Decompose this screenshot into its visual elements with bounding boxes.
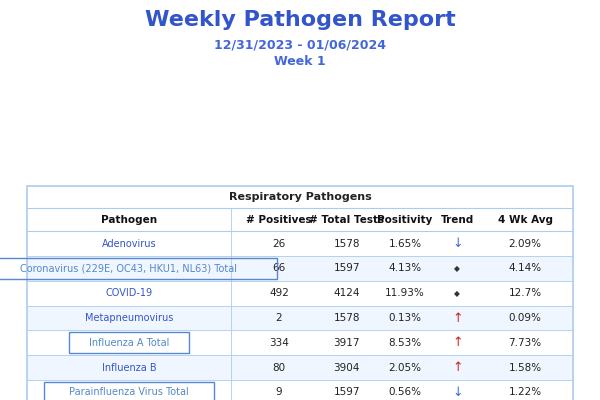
Text: 11.93%: 11.93% xyxy=(385,288,425,298)
Text: 26: 26 xyxy=(272,238,286,248)
Text: 1597: 1597 xyxy=(334,263,360,274)
Text: 3904: 3904 xyxy=(334,362,360,373)
Bar xyxy=(27,186,573,208)
Text: ↑: ↑ xyxy=(452,361,463,374)
Text: # Positives: # Positives xyxy=(246,214,312,225)
Text: 1.22%: 1.22% xyxy=(508,387,542,397)
Bar xyxy=(27,330,573,355)
Text: 1.65%: 1.65% xyxy=(388,238,422,248)
Text: 66: 66 xyxy=(272,263,286,274)
Bar xyxy=(27,186,573,400)
Text: 1578: 1578 xyxy=(334,238,360,248)
Text: 1597: 1597 xyxy=(334,387,360,397)
Text: ↓: ↓ xyxy=(452,237,463,250)
Bar xyxy=(27,256,573,281)
Text: 7.73%: 7.73% xyxy=(508,338,542,348)
Bar xyxy=(27,231,573,256)
Text: 2.09%: 2.09% xyxy=(509,238,542,248)
Text: # Total Tests: # Total Tests xyxy=(309,214,385,225)
Text: ◆: ◆ xyxy=(454,264,460,273)
Text: ◆: ◆ xyxy=(454,289,460,298)
Bar xyxy=(0,258,277,279)
Text: 80: 80 xyxy=(272,362,286,373)
Text: 1.58%: 1.58% xyxy=(508,362,542,373)
Bar xyxy=(27,355,573,380)
Text: 1578: 1578 xyxy=(334,313,360,323)
Text: ↓: ↓ xyxy=(452,386,463,399)
Bar xyxy=(27,306,573,330)
Text: Respiratory Pathogens: Respiratory Pathogens xyxy=(229,192,371,202)
Text: 0.09%: 0.09% xyxy=(509,313,541,323)
Text: 2: 2 xyxy=(275,313,283,323)
Text: Trend: Trend xyxy=(440,214,474,225)
Bar xyxy=(44,382,214,400)
Text: Positivity: Positivity xyxy=(377,214,433,225)
Bar xyxy=(27,380,573,400)
Text: Pathogen: Pathogen xyxy=(101,214,157,225)
Text: Weekly Pathogen Report: Weekly Pathogen Report xyxy=(145,10,455,30)
Text: 2.05%: 2.05% xyxy=(389,362,421,373)
Text: 0.56%: 0.56% xyxy=(389,387,421,397)
Text: 12/31/2023 - 01/06/2024: 12/31/2023 - 01/06/2024 xyxy=(214,38,386,51)
Text: 4124: 4124 xyxy=(334,288,360,298)
Text: Parainfluenza Virus Total: Parainfluenza Virus Total xyxy=(69,387,189,397)
Text: Week 1: Week 1 xyxy=(274,55,326,68)
Text: Influenza A Total: Influenza A Total xyxy=(89,338,169,348)
Text: ↑: ↑ xyxy=(452,336,463,349)
Text: 3917: 3917 xyxy=(334,338,360,348)
Bar xyxy=(27,281,573,306)
Text: 0.13%: 0.13% xyxy=(389,313,421,323)
Text: Metapneumovirus: Metapneumovirus xyxy=(85,313,173,323)
Text: 9: 9 xyxy=(275,387,283,397)
Text: 334: 334 xyxy=(269,338,289,348)
Text: 12.7%: 12.7% xyxy=(508,288,542,298)
Text: 8.53%: 8.53% xyxy=(388,338,422,348)
Text: Coronavirus (229E, OC43, HKU1, NL63) Total: Coronavirus (229E, OC43, HKU1, NL63) Tot… xyxy=(20,263,238,274)
Text: COVID-19: COVID-19 xyxy=(106,288,152,298)
Text: 4.14%: 4.14% xyxy=(508,263,542,274)
Bar xyxy=(70,332,188,353)
Text: 4 Wk Avg: 4 Wk Avg xyxy=(497,214,553,225)
Text: Adenovirus: Adenovirus xyxy=(101,238,157,248)
Text: 492: 492 xyxy=(269,288,289,298)
Text: 4.13%: 4.13% xyxy=(388,263,422,274)
Text: Influenza B: Influenza B xyxy=(101,362,157,373)
Text: ↑: ↑ xyxy=(452,312,463,324)
